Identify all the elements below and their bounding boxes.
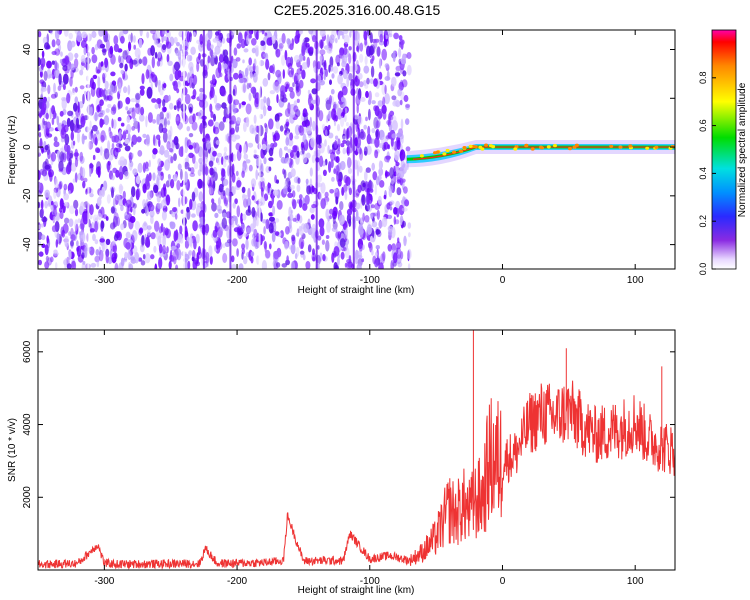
snr-x-tick-label: -300	[94, 576, 114, 587]
heatmap-x-tick-label: -300	[94, 275, 114, 286]
colorbar-tick-label: 0.6	[698, 119, 708, 132]
heatmap-frame	[37, 29, 676, 270]
snr-panel: -300 -200 -100 0 100 2000 4000 6000 Height of …	[7, 329, 676, 596]
heatmap-x-label: Height of straight line (km)	[298, 285, 415, 296]
snr-x-tick-label: -100	[360, 576, 380, 587]
colorbar-ticks: 0.0 0.2 0.4 0.6 0.8	[698, 72, 716, 276]
heatmap-y-tick-label: -20	[22, 188, 33, 203]
colorbar: 0.0 0.2 0.4 0.6 0.8 Normalized spectral ampl…	[698, 29, 748, 276]
heatmap-x-tick-label: -200	[227, 275, 247, 286]
snr-series-line	[38, 330, 675, 570]
heatmap-x-ticks: -300 -200 -100 0 100	[94, 30, 644, 286]
colorbar-tick-label: 0.4	[698, 167, 708, 180]
snr-y-tick-label: 4000	[22, 413, 33, 436]
snr-plot-area	[38, 330, 675, 570]
heatmap-y-label: Frequency (Hz)	[7, 116, 18, 185]
heatmap-noise-region	[38, 30, 412, 269]
heatmap-y-ticks: -40 -20 0 20 40	[22, 44, 675, 252]
colorbar-gradient	[711, 29, 737, 270]
colorbar-tick-label: 0.2	[698, 215, 708, 228]
colorbar-tick-label: 0.8	[698, 72, 708, 85]
heatmap-x-tick-label: 100	[627, 275, 644, 286]
heatmap-signal-line	[406, 140, 675, 168]
snr-y-label: SNR (10 * v/v)	[7, 418, 18, 482]
heatmap-y-tick-label: 20	[22, 92, 33, 104]
snr-x-tick-label: 0	[500, 576, 506, 587]
heatmap-x-tick-label: 0	[500, 275, 506, 286]
heatmap-y-tick-label: -40	[22, 237, 33, 252]
heatmap-y-tick-label: 40	[22, 44, 33, 56]
colorbar-tick-label: 0.0	[698, 263, 708, 276]
colorbar-label: Normalized spectral amplitude	[737, 82, 748, 217]
snr-x-label: Height of straight line (km)	[298, 585, 415, 596]
chart-title: C2E5.2025.316.00.48.G15	[273, 2, 441, 18]
heatmap-x-tick-label: -100	[360, 275, 380, 286]
snr-x-tick-label: -200	[227, 576, 247, 587]
snr-frame	[37, 329, 676, 571]
snr-y-ticks: 2000 4000 6000	[22, 340, 675, 508]
snr-y-tick-label: 2000	[22, 486, 33, 509]
snr-x-tick-label: 100	[627, 576, 644, 587]
snr-x-ticks: -300 -200 -100 0 100	[94, 330, 644, 587]
snr-y-tick-label: 6000	[22, 340, 33, 363]
heatmap-y-tick-label: 0	[22, 144, 33, 150]
